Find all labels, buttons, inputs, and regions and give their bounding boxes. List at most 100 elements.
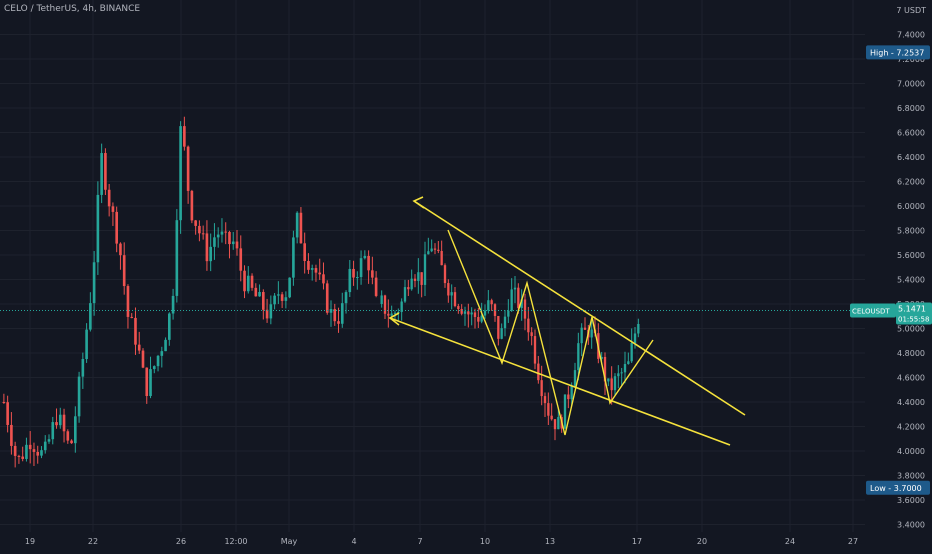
candle (85, 323, 88, 363)
candle (413, 274, 417, 288)
high-label-text: High - 7.2537 (870, 48, 924, 57)
candle (507, 299, 510, 323)
candle-body (480, 315, 483, 322)
candle-body (557, 417, 560, 430)
last-price-label: CELOUSDT 5.1471 01:55:58 (0, 302, 932, 325)
candle-body (137, 344, 141, 351)
y-axis-unit: 7 USDT (896, 6, 926, 15)
candle (348, 259, 352, 297)
y-tick-label: 4.6000 (897, 374, 925, 383)
candle (617, 365, 620, 389)
candle-body (175, 220, 179, 296)
candle-body (17, 455, 21, 457)
candle-body (510, 289, 513, 311)
candle-body (92, 262, 96, 304)
candle-body (168, 313, 171, 340)
candle (530, 327, 533, 346)
candle (81, 352, 85, 389)
candle-body (503, 316, 507, 329)
candle-body (85, 329, 88, 360)
candle-body (520, 299, 523, 309)
high-label-bg (866, 45, 930, 60)
candle (620, 367, 623, 386)
candle (457, 303, 460, 314)
candle-body (517, 287, 520, 309)
candle-body (400, 301, 403, 313)
candle-body (325, 283, 329, 313)
x-tick-label: 27 (848, 537, 858, 546)
x-tick-label: 24 (785, 537, 795, 546)
candle (179, 121, 182, 234)
candle (483, 304, 487, 319)
candle (477, 307, 480, 328)
candle (400, 298, 403, 321)
candle-body (130, 316, 134, 318)
candle (152, 365, 156, 374)
candle-body (254, 287, 258, 297)
candle-body (447, 283, 450, 296)
candle-body (74, 416, 77, 444)
candle (450, 284, 453, 310)
candle (194, 219, 197, 235)
candle-body (527, 318, 530, 333)
candle (433, 243, 437, 255)
y-tick-label: 3.4000 (897, 521, 925, 530)
candle-body (460, 308, 463, 314)
candle (213, 223, 216, 260)
candle (58, 407, 62, 429)
candle (590, 320, 593, 349)
candle-body (403, 287, 407, 302)
candle (288, 277, 291, 299)
candle-body (563, 394, 567, 429)
candle-body (149, 369, 152, 397)
candle-body (209, 246, 212, 262)
candle-body (580, 327, 583, 344)
candle (246, 266, 250, 294)
candle (540, 365, 543, 406)
candle (417, 258, 420, 294)
candle (318, 258, 322, 280)
candle (610, 366, 613, 405)
candle-body (246, 275, 250, 292)
candle (77, 371, 81, 423)
candle-body (523, 299, 527, 319)
candle (96, 181, 100, 275)
candle (205, 220, 209, 271)
candle-body (156, 355, 160, 367)
zigzag-path (447, 229, 654, 436)
candle-body (417, 272, 420, 281)
candle (543, 392, 547, 418)
candle-body (152, 366, 156, 370)
candle (175, 209, 179, 303)
candle (371, 256, 374, 285)
candle-body (62, 414, 66, 432)
candle-body (423, 254, 427, 285)
y-tick-label: 4.8000 (897, 349, 925, 358)
candle (141, 348, 145, 369)
candle (295, 211, 299, 244)
candle (122, 242, 126, 295)
candle (149, 356, 152, 399)
candle (503, 310, 507, 337)
candle (410, 269, 413, 291)
candle-body (340, 303, 344, 324)
candle (66, 429, 70, 444)
candle-body (433, 248, 437, 250)
candle (390, 305, 393, 317)
candle-body (420, 272, 423, 285)
candle-body (13, 445, 17, 456)
candle-body (179, 126, 182, 221)
candle (473, 308, 477, 329)
candle-body (43, 441, 47, 451)
high-label: High - 7.2537 (866, 45, 930, 60)
candle-body (269, 304, 273, 319)
candle-body (28, 444, 32, 450)
candle (427, 237, 430, 255)
candle-body (183, 126, 186, 147)
candle (183, 116, 186, 151)
candle (32, 442, 36, 466)
candle (25, 437, 28, 462)
candle-body (250, 275, 254, 288)
